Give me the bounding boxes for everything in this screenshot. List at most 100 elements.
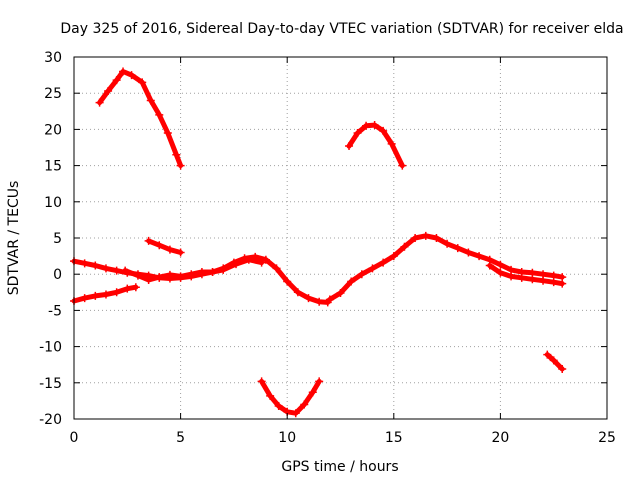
data-point-marker (308, 388, 317, 397)
x-tick-label: 5 (176, 430, 185, 446)
data-point-marker (475, 252, 484, 261)
data-point-marker (274, 401, 283, 410)
x-tick-label: 15 (385, 430, 403, 446)
data-point-marker (112, 288, 121, 297)
y-tick-label: -20 (39, 412, 62, 428)
data-point-marker (315, 377, 324, 386)
data-point-marker (357, 270, 366, 279)
x-tick-label: 0 (70, 430, 79, 446)
data-point-marker (101, 290, 110, 299)
data-point-marker (172, 150, 181, 159)
data-point-marker (528, 275, 537, 284)
data-point-marker (112, 76, 121, 85)
data-point-marker (165, 245, 174, 254)
data-point-marker (549, 278, 558, 287)
data-point-marker (121, 266, 130, 275)
ticks (73, 56, 608, 420)
data-point-marker (232, 260, 241, 269)
data-point-marker (91, 291, 100, 300)
data-point-marker (144, 236, 153, 245)
data-point-marker (138, 78, 147, 87)
data-point-marker (496, 268, 505, 277)
data-point-marker (144, 275, 153, 284)
data-point-marker (261, 255, 270, 264)
data-point-marker (272, 264, 281, 273)
data-point-marker (507, 272, 516, 281)
x-tick-label: 10 (278, 430, 296, 446)
data-point-marker (127, 71, 136, 80)
data-point-marker (353, 129, 362, 138)
tick-labels: 0 5 10 15 20 25 30 25 20 15 10 5 0 -5 -10 -15 -20 (39, 50, 616, 446)
data-point-marker (291, 409, 300, 418)
data-point-marker (293, 288, 302, 297)
y-tick-label: 10 (44, 195, 62, 211)
data-point-marker (549, 356, 558, 365)
data-point-marker (266, 391, 275, 400)
y-tick-label: 20 (44, 122, 62, 138)
data-point-marker (370, 121, 379, 130)
data-point-marker (379, 258, 388, 267)
data-point-marker (496, 260, 505, 269)
data-point-marker (91, 261, 100, 270)
x-tick-label: 25 (598, 430, 616, 446)
y-tick-label: -5 (48, 303, 62, 319)
data-point-marker (112, 266, 121, 275)
chart-title: Day 325 of 2016, Sidereal Day-to-day VTE… (60, 21, 623, 37)
data-point-marker (453, 244, 462, 253)
data-point-marker (257, 258, 266, 267)
data-point-marker (80, 259, 89, 268)
data-point-marker (368, 264, 377, 273)
data-point-marker (219, 265, 228, 274)
data-point-marker (362, 121, 371, 130)
data-point-marker (283, 277, 292, 286)
data-point-marker (95, 98, 104, 107)
data-point-marker (411, 234, 420, 242)
data-point-marker (387, 139, 396, 148)
series-arc-trough (259, 378, 322, 416)
data-point-marker (155, 273, 164, 282)
data-point-marker (398, 161, 407, 170)
y-axis-label: SDTVAR / TECUs (6, 181, 22, 296)
data-point-marker (176, 161, 185, 170)
y-tick-label: 5 (53, 231, 62, 247)
data-point-marker (345, 142, 354, 151)
data-point-marker (517, 273, 526, 282)
data-point-marker (347, 277, 356, 286)
data-point-marker (187, 270, 196, 279)
data-point-marker (464, 248, 473, 257)
data-point-marker (133, 271, 142, 280)
y-tick-label: 15 (44, 159, 62, 175)
data-point-marker (485, 261, 494, 270)
data-point-marker (558, 279, 567, 288)
data-point-marker (163, 129, 172, 138)
data-point-marker (325, 295, 334, 304)
data-point-marker (131, 283, 140, 292)
x-tick-label: 20 (491, 430, 509, 446)
series-trace-mid-short (146, 238, 184, 255)
data-point-marker (104, 87, 113, 96)
data-point-marker (165, 270, 174, 279)
data-point-marker (336, 289, 345, 298)
data-point-marker (146, 96, 155, 105)
data-point-marker (432, 234, 441, 242)
data-point-marker (197, 268, 206, 277)
y-tick-label: 30 (44, 50, 62, 66)
data-point-marker (539, 276, 548, 285)
data-point-marker (304, 294, 313, 303)
data-point-marker (208, 268, 217, 277)
data-point-marker (257, 377, 266, 386)
data-point-marker (315, 297, 324, 306)
data-point-marker (155, 110, 164, 119)
data-point-marker (101, 264, 110, 273)
data-point-marker (421, 231, 430, 240)
data-point-marker (119, 67, 128, 76)
y-tick-label: 0 (53, 267, 62, 283)
data-point-marker (123, 284, 132, 293)
data-point-marker (176, 248, 185, 257)
data-point-marker (443, 239, 452, 248)
y-tick-label: -10 (39, 340, 62, 356)
y-tick-label: -15 (39, 376, 62, 392)
y-tick-label: 25 (44, 86, 62, 102)
